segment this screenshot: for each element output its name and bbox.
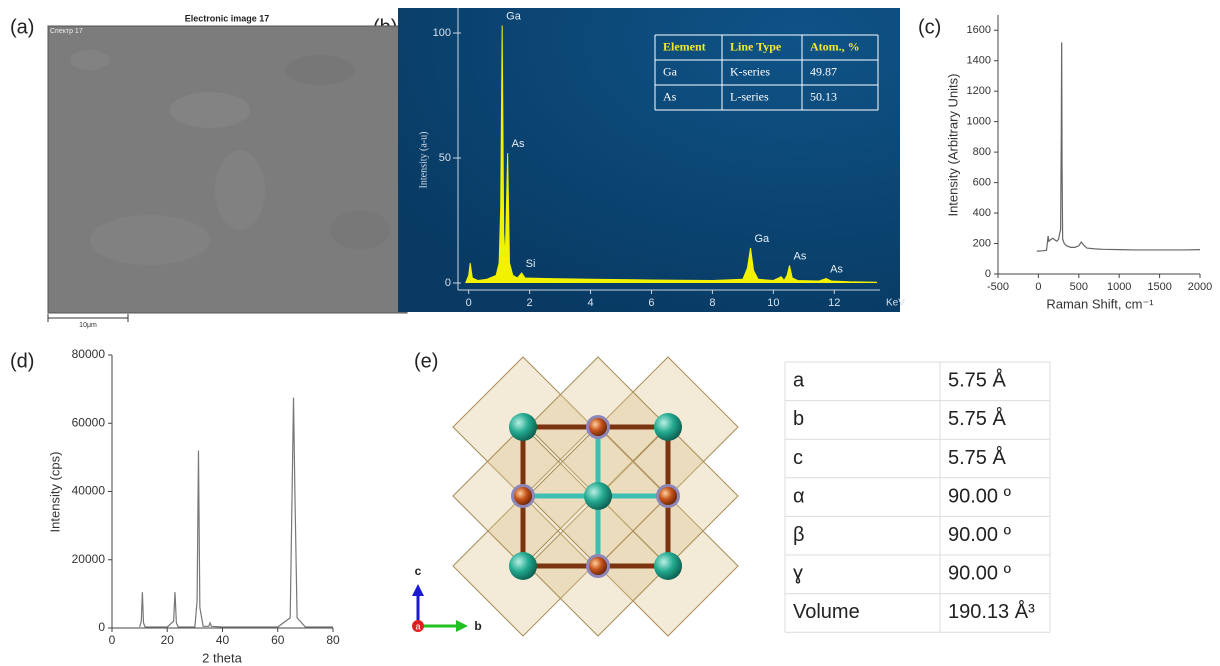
x-tick-label: 20 [161,633,175,647]
table-cell: Ga [663,64,678,78]
panel-label: (e) [414,350,438,372]
y-tick-label: 60000 [72,415,106,429]
x-tick-label: 12 [828,297,840,309]
table-cell: a [793,370,805,392]
x-tick-label: 0 [1035,281,1041,293]
x-axis-label: 2 theta [202,650,243,665]
x-tick-label: 1000 [1107,281,1131,293]
y-tick-label: 1400 [967,55,991,67]
y-tick-label: 20000 [72,552,106,566]
peak-label: As [794,250,807,262]
data-line [1037,42,1200,251]
panel-label: (a) [10,16,34,38]
table-cell: 5.75 Å [948,446,1006,469]
table-cell: ɣ [793,563,803,585]
x-tick-label: 40 [216,633,230,647]
peak-label: Si [526,258,536,270]
y-tick-label: 200 [973,237,991,249]
table-cell: As [663,89,677,103]
table-cell: 49.87 [810,64,837,78]
y-tick-label: 0 [985,268,991,280]
table-cell: 50.13 [810,89,837,103]
x-tick-label: 80 [326,633,340,647]
peak-label: Ga [755,233,771,245]
x-tick-label: 0 [109,633,116,647]
table-header: Line Type [730,39,782,53]
y-tick-label: 600 [973,176,991,188]
axis-label-a: a [415,621,420,631]
x-tick-label: -500 [987,281,1009,293]
x-tick-label: 60 [271,633,285,647]
sem-spectrum-label: Спектр 17 [50,28,83,35]
x-tick-label: 1500 [1147,281,1171,293]
table-cell: α [793,485,805,507]
sem-image [48,26,407,322]
table-cell: 190.13 Å³ [948,600,1035,623]
peak-label: As [512,138,525,150]
table-cell: 90.00 º [948,524,1012,546]
y-tick-label: 0 [98,620,105,634]
y-axis-label: Intensity (cps) [47,452,62,533]
x-tick-label: 6 [648,297,654,309]
table-cell: c [793,447,803,469]
x-tick-label: 2 [527,297,533,309]
x-tick-label: 10 [767,297,779,309]
scale-bar-label: 10μm [79,322,97,329]
table-header: Element [663,39,706,53]
y-tick-label: 0 [445,277,451,289]
y-tick-label: 100 [433,27,451,39]
axis-label-b: b [474,619,481,633]
table-cell: K-series [730,64,770,78]
table-cell: β [793,524,805,546]
y-tick-label: 1200 [967,85,991,97]
x-axis-label: KeV [886,298,905,309]
y-axis-label: Intensity (a-u) [418,132,429,189]
y-tick-label: 80000 [72,347,106,361]
x-tick-label: 500 [1070,281,1088,293]
table-cell: 90.00 º [948,485,1012,507]
panel-label: (d) [10,350,34,372]
x-axis-label: Raman Shift, cm⁻¹ [1046,296,1154,311]
table-cell: b [793,408,804,430]
table-cell: 5.75 Å [948,369,1006,392]
figure: (a) (b) (c) (d) (e) Electronic image 17 … [0,0,1220,666]
y-tick-label: 40000 [72,484,106,498]
table-cell: L-series [730,89,769,103]
panel-label: (c) [918,16,941,38]
x-tick-label: 8 [709,297,715,309]
eds-background [398,8,900,312]
y-axis-label: Intensity (Arbitrary Units) [945,73,960,216]
peak-label: Ga [506,10,522,22]
table-cell: 5.75 Å [948,407,1006,430]
axis-label-c: c [415,564,422,578]
peak-label: As [830,263,843,275]
x-tick-label: 2000 [1188,281,1212,293]
y-tick-label: 400 [973,207,991,219]
x-tick-label: 0 [466,297,472,309]
lattice-table: a 5.75 Å b 5.75 Å c 5.75 Å α 90.00 º β 90.00 º ɣ 90… [785,362,1050,632]
data-line [140,398,333,627]
table-header: Atom., % [810,39,860,53]
table-cell: 90.00 º [948,563,1012,585]
sem-title: Electronic image 17 [185,13,270,23]
x-tick-label: 4 [587,297,593,309]
table-cell: Volume [793,601,860,623]
y-tick-label: 50 [439,152,451,164]
y-tick-label: 1600 [967,24,991,36]
y-tick-label: 1000 [967,116,991,128]
y-tick-label: 800 [973,146,991,158]
